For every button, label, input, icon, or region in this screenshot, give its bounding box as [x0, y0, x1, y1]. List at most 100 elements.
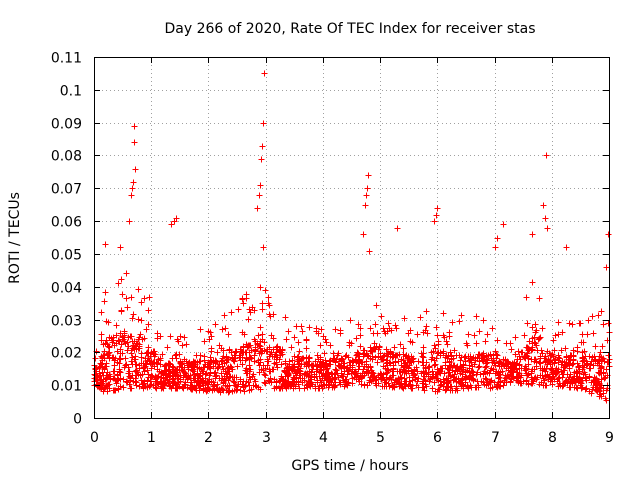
- data-point: [401, 369, 408, 376]
- data-point: [514, 369, 521, 376]
- data-point: [323, 339, 330, 346]
- data-point: [310, 362, 317, 369]
- y-tick-label: 0.05: [51, 248, 82, 264]
- data-point: [409, 339, 416, 346]
- data-point: [406, 378, 413, 385]
- data-point: [423, 359, 430, 366]
- data-point: [489, 384, 496, 391]
- data-point: [208, 333, 215, 340]
- data-point: [368, 348, 375, 355]
- data-point: [395, 375, 402, 382]
- data-point: [330, 382, 337, 389]
- data-point: [393, 325, 400, 332]
- x-tick-label: 4: [319, 430, 328, 446]
- data-point: [454, 367, 461, 374]
- data-point: [467, 353, 474, 360]
- data-point: [207, 363, 214, 370]
- data-point: [531, 356, 538, 363]
- data-point: [257, 284, 264, 291]
- data-point: [497, 383, 504, 390]
- data-point: [367, 374, 374, 381]
- data-point: [431, 218, 438, 225]
- data-point: [189, 367, 196, 374]
- data-point: [403, 363, 410, 370]
- data-point: [256, 192, 263, 199]
- data-point: [133, 382, 140, 389]
- data-point: [284, 369, 291, 376]
- data-point: [523, 294, 530, 301]
- data-point: [460, 366, 467, 373]
- data-point: [235, 306, 242, 313]
- data-point: [261, 379, 268, 386]
- data-point: [580, 355, 587, 362]
- data-point: [259, 300, 266, 307]
- data-point: [319, 375, 326, 382]
- data-point: [457, 357, 464, 364]
- data-point: [101, 298, 108, 305]
- y-tick-label: 0: [73, 412, 82, 428]
- data-point: [282, 314, 289, 321]
- data-point: [174, 369, 181, 376]
- chart-title: Day 266 of 2020, Rate Of TEC Index for r…: [164, 21, 535, 37]
- data-point: [500, 382, 507, 389]
- data-point: [409, 377, 416, 384]
- data-point: [344, 382, 351, 389]
- data-point: [103, 360, 110, 367]
- data-point: [383, 376, 390, 383]
- data-point: [135, 316, 142, 323]
- data-point: [107, 375, 114, 382]
- data-point: [503, 365, 510, 372]
- data-point: [326, 379, 333, 386]
- data-point: [239, 295, 246, 302]
- data-point: [104, 369, 111, 376]
- data-point: [224, 356, 231, 363]
- data-point: [123, 270, 130, 277]
- data-point: [299, 355, 306, 362]
- data-point: [204, 386, 211, 393]
- data-point: [582, 386, 589, 393]
- data-point: [357, 332, 364, 339]
- data-point: [227, 363, 234, 370]
- data-point: [270, 366, 277, 373]
- data-point: [577, 382, 584, 389]
- data-point: [341, 360, 348, 367]
- data-point: [373, 376, 380, 383]
- x-tick-label: 1: [147, 430, 156, 446]
- data-point: [545, 374, 552, 381]
- data-point: [140, 360, 147, 367]
- data-point: [237, 378, 244, 385]
- data-point: [444, 341, 451, 348]
- data-point: [297, 368, 304, 375]
- x-tick-label: 5: [376, 430, 385, 446]
- data-point: [542, 215, 549, 222]
- data-point: [550, 337, 557, 344]
- x-tick-label: 9: [605, 430, 614, 446]
- data-point: [185, 360, 192, 367]
- data-point: [507, 379, 514, 386]
- data-point: [270, 346, 277, 353]
- data-point: [155, 381, 162, 388]
- data-point: [282, 383, 289, 390]
- data-point: [542, 382, 549, 389]
- data-point: [98, 331, 105, 338]
- data-point: [415, 375, 422, 382]
- data-point: [146, 294, 153, 301]
- data-point: [161, 363, 168, 370]
- data-point: [138, 377, 145, 384]
- data-point: [580, 339, 587, 346]
- data-point: [353, 335, 360, 342]
- data-point: [196, 358, 203, 365]
- data-point: [525, 361, 532, 368]
- data-point: [391, 344, 398, 351]
- data-point: [443, 338, 450, 345]
- data-point: [168, 221, 175, 228]
- data-point: [563, 354, 570, 361]
- data-point: [433, 355, 440, 362]
- data-point: [164, 344, 171, 351]
- data-point: [423, 308, 430, 315]
- data-point: [437, 382, 444, 389]
- data-point: [386, 325, 393, 332]
- data-point: [551, 376, 558, 383]
- data-point: [211, 381, 218, 388]
- data-point: [183, 341, 190, 348]
